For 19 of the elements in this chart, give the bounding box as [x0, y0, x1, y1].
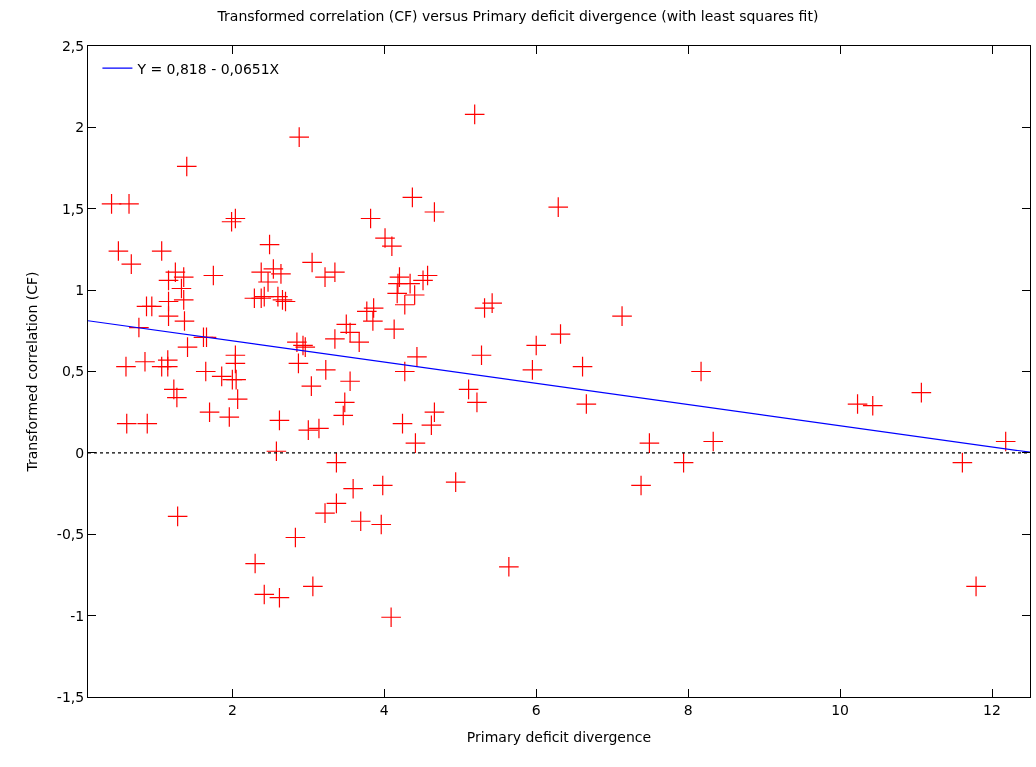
y-tick-label: -1,5 [56, 688, 85, 705]
x-tick-label: 10 [831, 701, 849, 718]
y-tick-label: 2,5 [61, 37, 85, 54]
y-tick-label: 1,5 [61, 200, 85, 217]
chart-title: Transformed correlation (CF) versus Primary deficit divergence (with least squares fit) [216, 8, 819, 25]
y-tick-label: 1 [75, 282, 85, 299]
x-tick-label: 2 [227, 701, 237, 718]
y-tick-label: -0,5 [56, 526, 85, 543]
y-tick-label: 0 [75, 444, 85, 461]
x-tick-label: 6 [531, 701, 541, 718]
y-axis-title: Transformed correlation (CF) [24, 271, 41, 473]
y-tick-label: -1 [70, 607, 85, 624]
x-tick-label: 8 [683, 701, 693, 718]
legend-label: Y = 0,818 - 0,0651X [136, 60, 280, 77]
x-tick-label: 4 [379, 701, 389, 718]
y-tick-label: 2 [75, 119, 85, 136]
x-axis-title: Primary deficit divergence [466, 729, 652, 746]
x-tick-label: 12 [983, 701, 1001, 718]
y-tick-label: 0,5 [61, 363, 85, 380]
